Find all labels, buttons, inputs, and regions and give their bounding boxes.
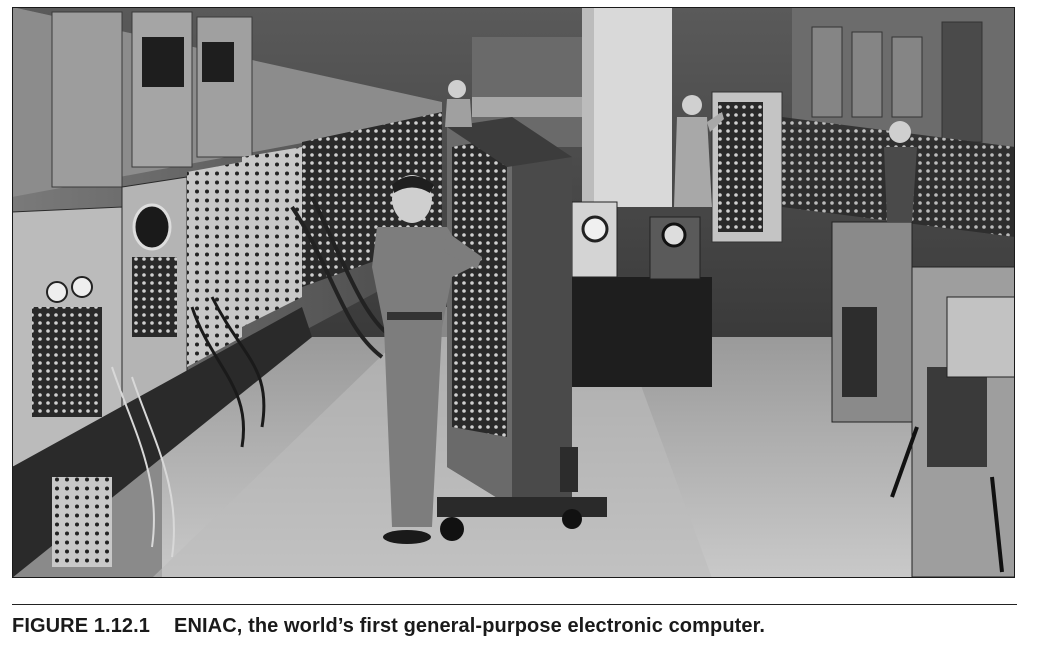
operator-background-left <box>674 95 724 207</box>
figure-caption: FIGURE 1.12.1 ENIAC, the world’s first ge… <box>12 615 765 638</box>
caption-divider <box>12 604 1017 605</box>
figure-caption-text: ENIAC, the world’s first general-purpose… <box>174 615 766 637</box>
eniac-photograph <box>12 7 1015 578</box>
operator-background-center <box>445 80 472 127</box>
figure-label: FIGURE 1.12.1 <box>12 615 151 637</box>
operator-background-right <box>884 121 917 222</box>
eniac-photo-illustration <box>12 7 1015 578</box>
operator-foreground <box>372 175 482 544</box>
